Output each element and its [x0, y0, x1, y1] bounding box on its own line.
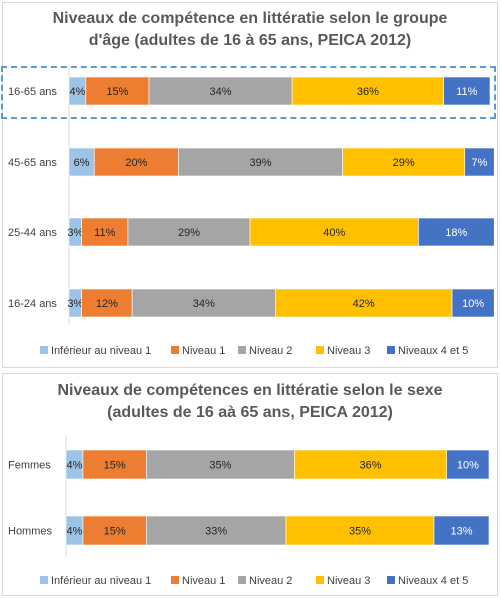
- data-label: 34%: [210, 86, 232, 98]
- data-label: 4%: [69, 86, 85, 98]
- data-label: 35%: [209, 460, 231, 472]
- bar-segment: [131, 288, 276, 318]
- highlight-box: [1, 66, 496, 119]
- chart-title-line-1: Niveaux de compétences en littératie sel…: [57, 382, 443, 399]
- bar-segment: [433, 515, 490, 546]
- bar-segment: [68, 147, 95, 177]
- bar-segment: [148, 76, 293, 106]
- legend-swatch: [40, 576, 48, 584]
- bar-segment: [249, 217, 419, 247]
- category-label: 45-65 ans: [8, 157, 57, 169]
- data-label: 36%: [360, 460, 382, 472]
- bar-segment: [85, 76, 150, 106]
- legend-swatch: [238, 346, 246, 354]
- data-label: 42%: [353, 298, 375, 310]
- chart-title-line-2: d'âge (adultes de 16 à 65 ans, PEICA 201…: [88, 32, 412, 49]
- data-label: 6%: [74, 157, 90, 169]
- category-label: Hommes: [8, 526, 53, 538]
- data-label: 36%: [357, 86, 379, 98]
- bar-segment: [291, 76, 444, 106]
- legend-label: Inférieur au niveau 1: [51, 575, 151, 587]
- bar-segment: [285, 515, 435, 546]
- bar-segment: [446, 449, 490, 480]
- data-label: 15%: [104, 526, 126, 538]
- data-label: 3%: [67, 298, 83, 310]
- legend-swatch: [316, 576, 324, 584]
- legend-swatch: [387, 576, 395, 584]
- data-label: 3%: [67, 227, 83, 239]
- legend-swatch: [238, 576, 246, 584]
- bar-segment: [81, 217, 129, 247]
- legend-swatch: [316, 346, 324, 354]
- chart-title-line-2: (adultes de 16 aà 65 ans, PEICA 2012): [107, 404, 393, 421]
- category-label: 16-24 ans: [8, 298, 57, 310]
- bar-segment: [342, 147, 466, 177]
- bar-segment: [82, 449, 147, 480]
- legend-swatch: [387, 346, 395, 354]
- bar-segment: [274, 288, 453, 318]
- legend-swatch: [171, 576, 179, 584]
- bar-segment: [418, 217, 495, 247]
- legend-label: Inférieur au niveau 1: [51, 345, 151, 357]
- data-label: 7%: [472, 157, 488, 169]
- bar-segment: [464, 147, 495, 177]
- chart-title-line-1: Niveaux de compétence en littératie selo…: [52, 10, 448, 27]
- legend-label: Niveau 1: [182, 345, 225, 357]
- legend-label: Niveau 1: [182, 575, 225, 587]
- bar-segment: [451, 288, 495, 318]
- legend-swatch: [40, 346, 48, 354]
- data-label: 4%: [67, 526, 83, 538]
- data-label: 34%: [193, 298, 215, 310]
- data-label: 18%: [445, 227, 467, 239]
- category-label: 16-65 ans: [8, 86, 57, 98]
- data-label: 39%: [250, 157, 272, 169]
- data-label: 33%: [205, 526, 227, 538]
- data-label: 29%: [393, 157, 415, 169]
- legend-label: Niveau 3: [327, 575, 370, 587]
- legend-label: Niveaux 4 et 5: [398, 345, 468, 357]
- data-label: 40%: [323, 227, 345, 239]
- legend-label: Niveau 3: [327, 345, 370, 357]
- data-label: 15%: [106, 86, 128, 98]
- data-label: 29%: [178, 227, 200, 239]
- data-label: 15%: [104, 460, 126, 472]
- bar-segment: [146, 449, 295, 480]
- sex-chart-panel: Niveaux de compétences en littératie sel…: [2, 373, 498, 596]
- data-label: 20%: [125, 157, 147, 169]
- data-label: 4%: [67, 460, 83, 472]
- legend-label: Niveau 2: [249, 345, 292, 357]
- bar-segment: [178, 147, 343, 177]
- chart-title: Niveaux de compétences en littératie sel…: [3, 380, 497, 424]
- legend-swatch: [171, 346, 179, 354]
- data-label: 10%: [462, 298, 484, 310]
- category-label: Femmes: [8, 460, 51, 472]
- data-label: 12%: [96, 298, 118, 310]
- bar-segment: [127, 217, 251, 247]
- data-label: 13%: [450, 526, 472, 538]
- bar-segment: [294, 449, 448, 480]
- data-label: 35%: [349, 526, 371, 538]
- data-label: 11%: [94, 227, 115, 239]
- bar-segment: [443, 76, 491, 106]
- chart-title: Niveaux de compétence en littératie selo…: [3, 8, 497, 52]
- bar-segment: [81, 288, 133, 318]
- legend-label: Niveaux 4 et 5: [398, 575, 468, 587]
- category-label: 25-44 ans: [8, 227, 57, 239]
- data-label: 10%: [457, 460, 479, 472]
- legend-label: Niveau 2: [249, 575, 292, 587]
- bar-segment: [82, 515, 147, 546]
- data-label: 11%: [456, 86, 477, 98]
